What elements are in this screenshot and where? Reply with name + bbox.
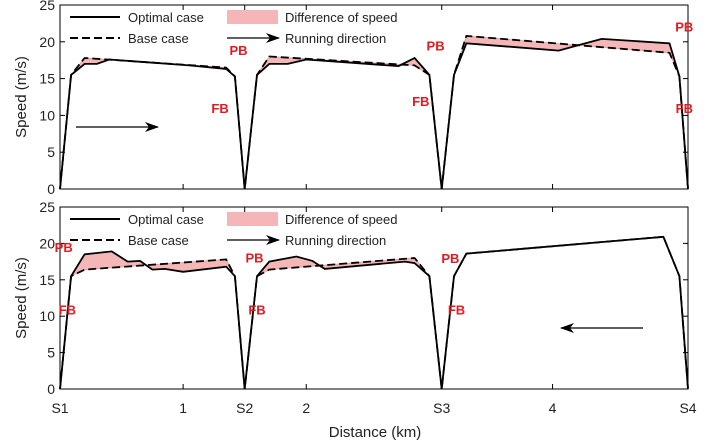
braking-label-pb: PB xyxy=(246,250,264,265)
braking-label-pb: PB xyxy=(55,240,73,255)
series-optimal-case xyxy=(59,235,689,390)
y-tick-label: 0 xyxy=(47,181,55,197)
legend-label-direction: Running direction xyxy=(285,31,386,46)
legend-label-difference: Difference of speed xyxy=(285,212,398,227)
y-tick-label: 20 xyxy=(39,235,55,251)
legend-swatch-difference xyxy=(227,212,278,226)
x-tick-label: S1 xyxy=(51,400,68,416)
y-tick-label: 15 xyxy=(39,272,55,288)
x-tick-label: 4 xyxy=(549,400,557,416)
x-tick-label: 2 xyxy=(302,400,310,416)
legend-label-direction: Running direction xyxy=(285,233,386,248)
braking-label-pb: PB xyxy=(230,43,248,58)
y-tick-label: 10 xyxy=(39,107,55,123)
legend-label-optimal: Optimal case xyxy=(128,10,204,25)
braking-label-fb: FB xyxy=(412,94,429,109)
plot-frame xyxy=(59,206,689,390)
legend: Optimal case Base case Difference of speed… xyxy=(70,10,398,46)
legend-swatch-difference xyxy=(227,10,278,24)
plot-frame xyxy=(59,4,689,190)
legend-label-difference: Difference of speed xyxy=(285,10,398,25)
y-tick-label: 15 xyxy=(39,71,55,87)
braking-label-fb: FB xyxy=(211,101,228,116)
top-panel: 0 5 10 15 20 25 Speed (m/s) Optimal case Base ca… xyxy=(13,0,693,197)
y-tick-label: 10 xyxy=(39,308,55,324)
bottom-panel: 0 5 10 15 20 25 Speed (m/s) Optimal case Base ca… xyxy=(13,199,689,397)
x-axis-label: Distance (km) xyxy=(329,424,422,441)
y-tick-label: 25 xyxy=(39,199,55,215)
braking-label-pb: PB xyxy=(441,251,459,266)
y-tick-label: 5 xyxy=(47,345,55,361)
series-base-case xyxy=(59,235,689,390)
x-tick-label: 1 xyxy=(179,400,187,416)
legend: Optimal case Base case Difference of speed… xyxy=(70,212,398,248)
legend-label-optimal: Optimal case xyxy=(128,212,204,227)
y-tick-label: 20 xyxy=(39,34,55,50)
braking-label-fb: FB xyxy=(448,303,465,318)
shared-x-axis: S1 1 S2 2 S3 4 S4 xyxy=(51,400,696,416)
x-tick-label: S4 xyxy=(679,400,696,416)
series-optimal-case xyxy=(59,37,689,190)
y-tick-label: 0 xyxy=(47,381,55,397)
series-base-case xyxy=(59,34,689,190)
y-tick-label: 5 xyxy=(47,144,55,160)
y-tick-label: 25 xyxy=(39,0,55,13)
braking-label-pb: PB xyxy=(675,19,693,34)
braking-label-fb: FB xyxy=(59,303,76,318)
difference-area xyxy=(59,35,689,190)
x-tick-label: S3 xyxy=(433,400,450,416)
x-tick-label: S2 xyxy=(236,400,253,416)
legend-label-base: Base case xyxy=(128,233,189,248)
braking-label-fb: FB xyxy=(676,101,693,116)
y-axis-label: Speed (m/s) xyxy=(13,257,30,339)
difference-area xyxy=(59,236,689,390)
legend-label-base: Base case xyxy=(128,31,189,46)
y-axis-label: Speed (m/s) xyxy=(13,56,30,138)
braking-label-fb: FB xyxy=(248,303,265,318)
braking-label-pb: PB xyxy=(427,39,445,54)
